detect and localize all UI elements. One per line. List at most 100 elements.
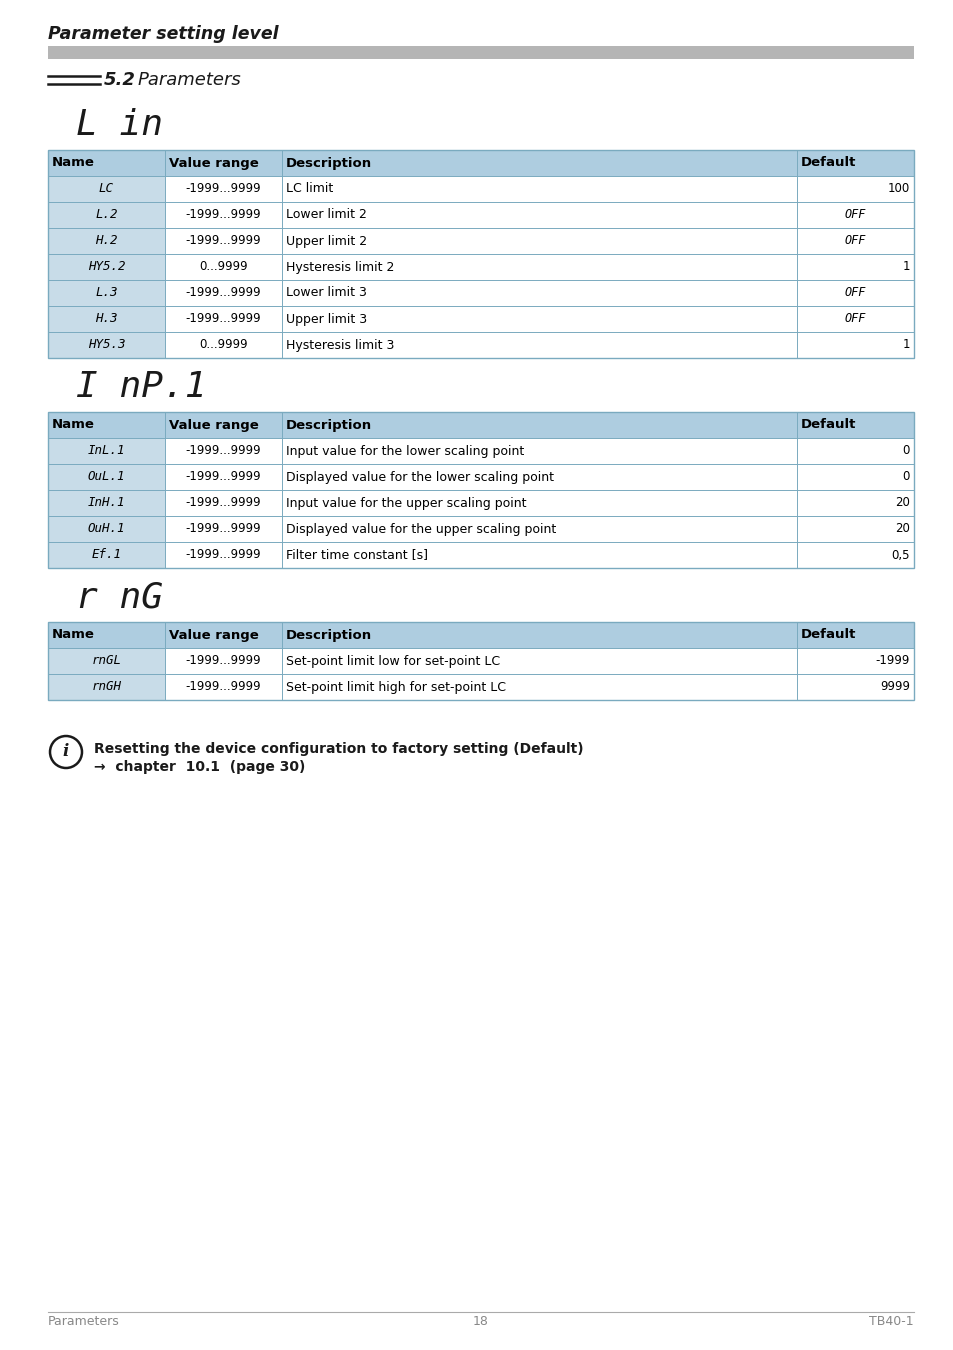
Bar xyxy=(48,516,165,541)
Text: Parameters: Parameters xyxy=(48,1315,120,1328)
Text: Hysteresis limit 3: Hysteresis limit 3 xyxy=(286,339,394,351)
Text: 5.2: 5.2 xyxy=(104,72,135,89)
Bar xyxy=(48,254,165,279)
Text: -1999...9999: -1999...9999 xyxy=(185,680,261,694)
Bar xyxy=(48,254,913,279)
Text: OFF: OFF xyxy=(844,312,865,325)
Text: OFF: OFF xyxy=(844,208,865,221)
Bar xyxy=(48,228,913,254)
Bar xyxy=(48,464,913,490)
Text: Filter time constant [s]: Filter time constant [s] xyxy=(286,548,427,562)
Text: Lower limit 2: Lower limit 2 xyxy=(286,208,366,221)
Bar xyxy=(48,46,913,59)
Text: Description: Description xyxy=(286,418,372,432)
Text: i: i xyxy=(63,744,70,760)
Text: 1: 1 xyxy=(902,339,909,351)
Bar xyxy=(48,490,913,516)
Text: Value range: Value range xyxy=(169,157,258,170)
Text: Input value for the lower scaling point: Input value for the lower scaling point xyxy=(286,444,523,458)
Text: Parameters: Parameters xyxy=(138,72,241,89)
Bar xyxy=(48,176,165,202)
Text: 100: 100 xyxy=(887,182,909,196)
Bar xyxy=(48,202,165,228)
Bar xyxy=(48,648,165,674)
Bar xyxy=(48,516,913,541)
Bar xyxy=(48,648,913,674)
Text: 20: 20 xyxy=(894,522,909,536)
Text: 0...9999: 0...9999 xyxy=(199,261,248,274)
Text: -1999...9999: -1999...9999 xyxy=(185,497,261,509)
Text: -1999...9999: -1999...9999 xyxy=(185,548,261,562)
Text: I nP.1: I nP.1 xyxy=(76,370,206,404)
Text: 0,5: 0,5 xyxy=(890,548,909,562)
Bar xyxy=(48,412,913,437)
Text: Displayed value for the lower scaling point: Displayed value for the lower scaling po… xyxy=(286,471,554,483)
Text: Default: Default xyxy=(801,157,856,170)
Bar xyxy=(48,622,913,648)
Text: Lower limit 3: Lower limit 3 xyxy=(286,286,366,300)
Text: L in: L in xyxy=(76,108,163,142)
Bar xyxy=(48,202,913,228)
Text: Name: Name xyxy=(52,629,94,641)
Bar xyxy=(48,412,913,568)
Text: Upper limit 2: Upper limit 2 xyxy=(286,235,367,247)
Bar xyxy=(48,541,913,568)
Bar xyxy=(48,674,913,701)
Text: -1999...9999: -1999...9999 xyxy=(185,286,261,300)
Text: Set-point limit high for set-point LC: Set-point limit high for set-point LC xyxy=(286,680,505,694)
Bar xyxy=(48,279,913,306)
Bar xyxy=(48,332,165,358)
Text: InH.1: InH.1 xyxy=(88,497,125,509)
Text: Upper limit 3: Upper limit 3 xyxy=(286,312,367,325)
Bar xyxy=(48,437,913,464)
Text: OuL.1: OuL.1 xyxy=(88,471,125,483)
Text: 20: 20 xyxy=(894,497,909,509)
Text: rnGL: rnGL xyxy=(91,655,121,667)
Text: OFF: OFF xyxy=(844,235,865,247)
Text: r nG: r nG xyxy=(76,580,163,614)
Text: OFF: OFF xyxy=(844,286,865,300)
Text: Ef.1: Ef.1 xyxy=(91,548,121,562)
Text: Parameter setting level: Parameter setting level xyxy=(48,26,278,43)
Text: Name: Name xyxy=(52,157,94,170)
Text: -1999...9999: -1999...9999 xyxy=(185,471,261,483)
Text: Resetting the device configuration to factory setting (Default): Resetting the device configuration to fa… xyxy=(94,743,583,756)
Text: LC limit: LC limit xyxy=(286,182,333,196)
Text: 18: 18 xyxy=(473,1315,489,1328)
Bar xyxy=(48,150,913,358)
Text: →  chapter  10.1  (page 30): → chapter 10.1 (page 30) xyxy=(94,760,305,774)
Text: H.2: H.2 xyxy=(95,235,117,247)
Text: 0: 0 xyxy=(902,444,909,458)
Text: -1999...9999: -1999...9999 xyxy=(185,235,261,247)
Bar xyxy=(48,464,165,490)
Text: LC: LC xyxy=(99,182,113,196)
Bar xyxy=(48,674,165,701)
Text: H.3: H.3 xyxy=(95,312,117,325)
Text: Set-point limit low for set-point LC: Set-point limit low for set-point LC xyxy=(286,655,499,667)
Text: rnGH: rnGH xyxy=(91,680,121,694)
Bar xyxy=(48,437,165,464)
Text: Name: Name xyxy=(52,418,94,432)
Text: 0...9999: 0...9999 xyxy=(199,339,248,351)
Text: OuH.1: OuH.1 xyxy=(88,522,125,536)
Text: -1999...9999: -1999...9999 xyxy=(185,208,261,221)
Text: 0: 0 xyxy=(902,471,909,483)
Text: L.2: L.2 xyxy=(95,208,117,221)
Text: HY5.3: HY5.3 xyxy=(88,339,125,351)
Text: Description: Description xyxy=(286,157,372,170)
Text: -1999...9999: -1999...9999 xyxy=(185,312,261,325)
Bar xyxy=(48,541,165,568)
Bar xyxy=(48,306,913,332)
Bar xyxy=(48,332,913,358)
Text: -1999...9999: -1999...9999 xyxy=(185,655,261,667)
Text: Default: Default xyxy=(801,418,856,432)
Text: 1: 1 xyxy=(902,261,909,274)
Text: Value range: Value range xyxy=(169,629,258,641)
Bar xyxy=(48,490,165,516)
Text: L.3: L.3 xyxy=(95,286,117,300)
Text: -1999: -1999 xyxy=(875,655,909,667)
Bar xyxy=(48,279,165,306)
Text: -1999...9999: -1999...9999 xyxy=(185,444,261,458)
Bar xyxy=(48,228,165,254)
Text: HY5.2: HY5.2 xyxy=(88,261,125,274)
